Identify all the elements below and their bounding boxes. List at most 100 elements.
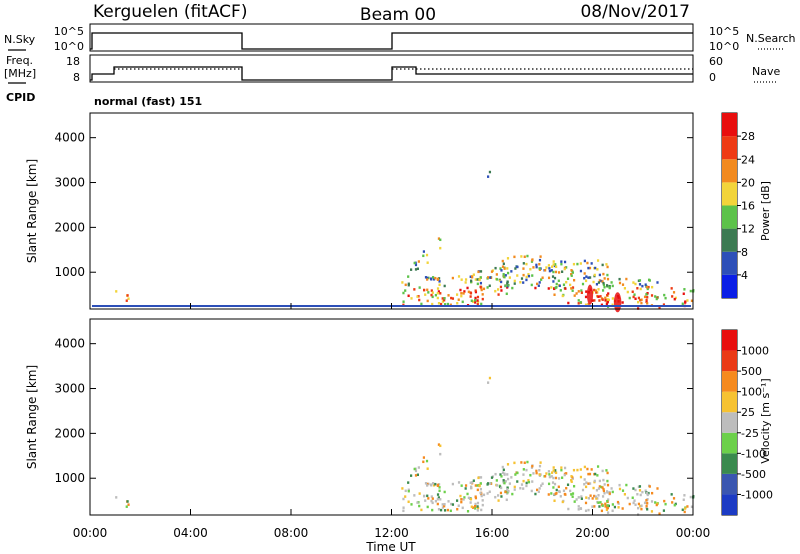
power-echo-cell [558, 284, 561, 288]
velocity-echo-cell [466, 492, 469, 496]
velocity-echo-cell [455, 499, 459, 502]
power-echo-cell [597, 295, 600, 298]
velocity-echo-cell [572, 468, 576, 472]
power-echo-cell [413, 288, 416, 291]
power-echo-cell [525, 262, 528, 266]
velocity-echo-cell [430, 495, 433, 498]
power-echo-cell [570, 269, 573, 272]
velocity-echo-cell [539, 461, 542, 464]
power-echo-cell [671, 295, 674, 298]
power-echo-cell [601, 298, 604, 301]
x-tick-label: 20:00 [575, 526, 610, 540]
velocity-echo-cell [562, 489, 566, 493]
power-echo-cell [611, 303, 614, 307]
velocity-echo-cell [525, 481, 528, 485]
power-echo-cell [514, 267, 517, 270]
colorbar-segment [722, 274, 737, 298]
velocity-echo-cell [640, 507, 643, 511]
x-tick-label: 08:00 [274, 526, 309, 540]
power-echo-cell [583, 272, 586, 275]
velocity-echo-cell [684, 507, 687, 510]
colorbar-tick-label: 8 [741, 246, 748, 259]
velocity-echo-cell [404, 495, 407, 498]
velocity-echo-cell [495, 484, 499, 487]
velocity-echo-cell [479, 491, 482, 495]
velocity-echo-cell [587, 497, 591, 500]
power-echo-cell [587, 266, 590, 270]
velocity-echo-cell [488, 376, 492, 380]
velocity-echo-cell [610, 487, 613, 490]
velocity-echo-cell [591, 497, 594, 500]
velocity-echo-cell [474, 504, 477, 508]
power-echo-cell [606, 265, 609, 269]
power-echo-cell [551, 275, 555, 278]
velocity-echo-cell [632, 501, 635, 505]
power-echo-cell [472, 273, 475, 276]
power-echo-cell [645, 286, 649, 289]
power-echo-cell [500, 289, 503, 292]
power-echo-cell [402, 303, 405, 307]
velocity-echo-cell [601, 504, 604, 507]
power-echo-cell [439, 238, 442, 242]
velocity-echo-cell [605, 508, 608, 511]
velocity-echo-cell [608, 490, 611, 494]
velocity-echo-cell [560, 468, 563, 472]
power-echo-cell [601, 280, 604, 283]
power-echo-cell [441, 297, 444, 300]
power-echo-cell [443, 297, 446, 300]
velocity-echo-cell [645, 506, 648, 509]
colorbar-segment [722, 113, 737, 137]
velocity-echo-cell [497, 499, 500, 502]
velocity-echo-cell [597, 494, 600, 497]
power-echo-cell [495, 278, 499, 281]
velocity-echo-cell [583, 465, 586, 469]
velocity-echo-cell [523, 461, 526, 465]
power-echo-cell [522, 281, 525, 284]
velocity-echo-cell [576, 468, 579, 472]
velocity-echo-cell [420, 508, 423, 512]
velocity-echo-cell [565, 472, 568, 475]
power-echo-cell [497, 288, 500, 291]
nave-right-tick-high: 60 [709, 55, 723, 68]
velocity-echo-cell [471, 506, 475, 509]
velocity-echo-cell [402, 497, 405, 501]
velocity-echo-cell [469, 497, 473, 501]
power-echo-cell [655, 297, 658, 301]
power-echo-cell [500, 280, 503, 284]
velocity-colorbar: 1000 500 100 25 -25 -100 -500 -1000 [722, 330, 773, 515]
power-echo-cell [605, 302, 608, 305]
y-tick-label: 4000 [54, 131, 85, 145]
velocity-echo-cell [507, 489, 510, 493]
power-echo-cell [536, 282, 539, 286]
velocity-ylabel: Slant Range [km] [25, 365, 39, 469]
power-echo-cell [583, 259, 586, 263]
velocity-echo-cell [544, 475, 547, 478]
power-echo-cell [637, 296, 640, 300]
velocity-echo-cell [580, 495, 583, 498]
power-echo-cell [538, 262, 541, 266]
power-echo-cell [602, 283, 606, 287]
velocity-echo-cell [625, 483, 628, 487]
colorbar-tick-label: 4 [741, 269, 748, 282]
velocity-echo-cell [594, 495, 597, 498]
power-echo-cell [505, 292, 508, 296]
power-echo-cell [540, 278, 543, 281]
velocity-echo-cell [623, 493, 627, 496]
power-echo-cell [506, 282, 509, 285]
velocity-echo-cell [516, 480, 519, 483]
power-echo-cell [553, 293, 556, 296]
velocity-echo-cell [522, 479, 525, 483]
power-echo-cell [476, 278, 479, 281]
velocity-echo-cell [500, 495, 503, 498]
power-echo-cell [599, 295, 602, 298]
power-echo-cell [682, 292, 685, 296]
nave-label: Nave [752, 65, 780, 78]
power-echo-cell [426, 261, 429, 264]
power-colorbar: 4 8 12 16 20 24 28 [722, 113, 755, 298]
power-echo-cell [645, 298, 648, 302]
velocity-echo-cell [510, 476, 513, 479]
power-echo-cell [479, 270, 483, 273]
power-echo-cell [647, 285, 650, 289]
velocity-echo-cell [538, 464, 542, 468]
